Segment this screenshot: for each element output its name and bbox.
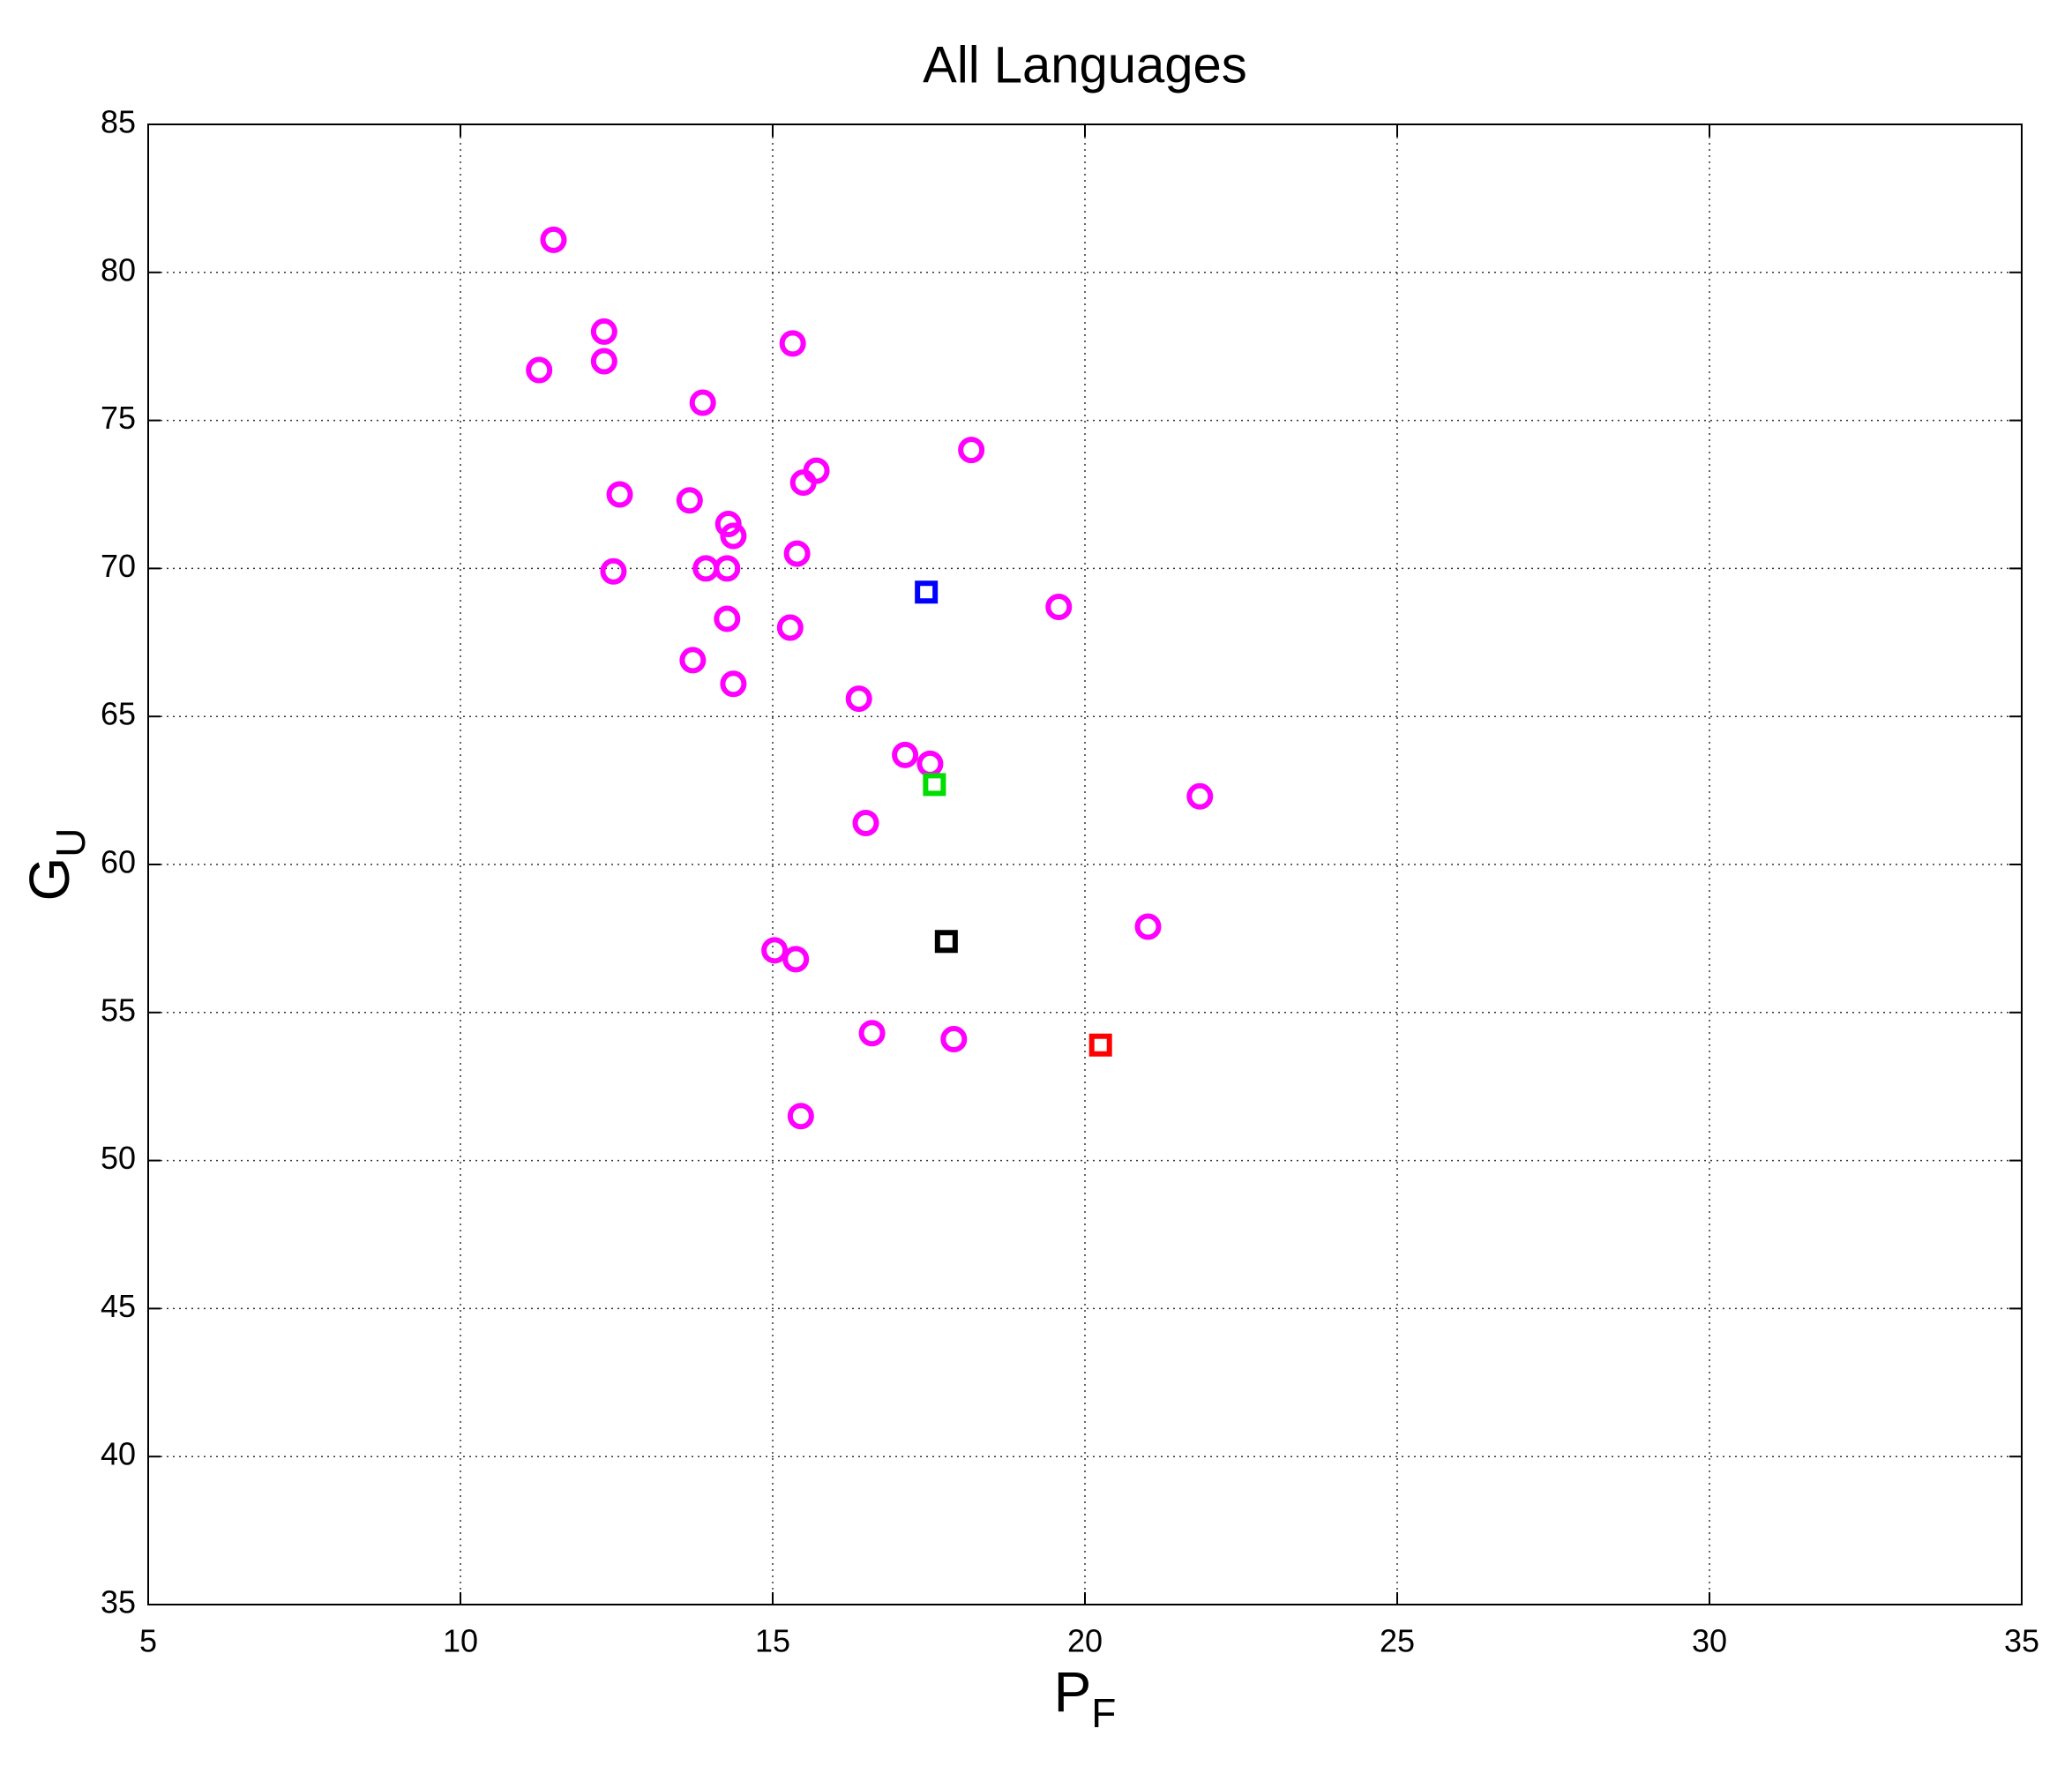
x-tick-label: 25 <box>1380 1623 1415 1659</box>
data-point <box>915 580 939 604</box>
data-point <box>892 741 919 768</box>
data-point <box>1134 913 1162 940</box>
y-tick-label: 75 <box>101 400 136 436</box>
data-point <box>852 810 879 837</box>
x-tick-label: 35 <box>2004 1623 2039 1659</box>
data-point <box>779 330 806 357</box>
data-point <box>590 348 617 375</box>
data-point <box>606 481 633 508</box>
y-tick-label: 50 <box>101 1140 136 1176</box>
data-point <box>1088 1033 1112 1057</box>
data-point <box>600 557 627 585</box>
y-tick-label: 70 <box>101 548 136 584</box>
data-point <box>789 469 817 497</box>
data-point <box>776 614 804 641</box>
y-tick-label: 85 <box>101 104 136 140</box>
data-point <box>934 930 958 954</box>
x-tick-label: 10 <box>443 1623 478 1659</box>
y-tick-label: 40 <box>101 1436 136 1472</box>
x-axis-label: PF <box>1054 1660 1117 1736</box>
y-tick-label: 65 <box>101 696 136 732</box>
x-tick-label: 15 <box>755 1623 790 1659</box>
data-point <box>679 647 707 674</box>
data-point <box>940 1026 968 1053</box>
data-point <box>783 540 811 567</box>
y-axis-label-main: G <box>18 857 81 902</box>
data-point <box>858 1020 886 1047</box>
chart-title: All Languages <box>923 36 1247 94</box>
x-axis-label-sub: F <box>1091 1690 1116 1736</box>
data-point <box>676 487 703 514</box>
y-axis-label-sub: U <box>48 827 94 857</box>
data-point <box>590 318 617 345</box>
data-point <box>714 605 741 632</box>
data-point <box>689 389 716 416</box>
data-point <box>1045 594 1073 621</box>
y-tick-label: 80 <box>101 251 136 288</box>
data-point <box>782 946 810 973</box>
plot-frame <box>147 123 2023 1605</box>
data-point <box>958 437 985 464</box>
y-tick-label: 45 <box>101 1288 136 1324</box>
x-tick-label: 5 <box>139 1623 157 1659</box>
y-tick-label: 55 <box>101 992 136 1028</box>
data-point <box>526 356 553 384</box>
y-tick-label: 35 <box>101 1584 136 1620</box>
y-tick-label: 60 <box>101 844 136 880</box>
data-point <box>714 555 741 582</box>
x-axis-label-main: P <box>1054 1660 1092 1724</box>
x-tick-label: 30 <box>1692 1623 1727 1659</box>
x-tick-label: 20 <box>1067 1623 1103 1659</box>
y-axis-label: GU <box>18 827 94 901</box>
data-point <box>540 226 567 253</box>
data-point <box>916 750 944 777</box>
data-point <box>845 685 872 713</box>
data-point <box>1186 782 1214 810</box>
data-point <box>787 1103 814 1130</box>
data-point <box>720 522 747 550</box>
data-point <box>720 670 747 698</box>
data-point <box>761 937 789 964</box>
data-point <box>923 773 946 797</box>
